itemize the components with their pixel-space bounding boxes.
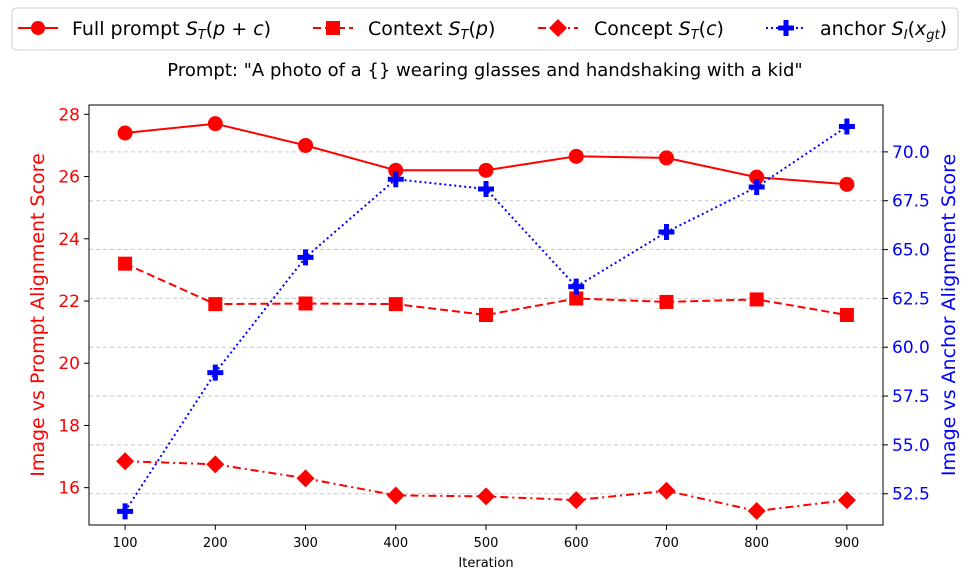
x-tick-label: 400 xyxy=(383,536,408,551)
y-right-tick-label: 60.0 xyxy=(892,338,930,358)
x-tick-label: 600 xyxy=(564,536,589,551)
data-point-context xyxy=(118,257,132,271)
data-point-context xyxy=(208,297,222,311)
svg-text:Concept ST(c): Concept ST(c) xyxy=(594,18,724,43)
grid xyxy=(89,152,883,494)
y-right-tick-label: 70.0 xyxy=(892,143,930,163)
y-left-tick-label: 20 xyxy=(58,354,80,374)
data-point-anchor xyxy=(117,503,133,519)
data-point-full-prompt xyxy=(659,150,674,165)
y-left-tick-label: 24 xyxy=(58,230,80,250)
data-point-full-prompt xyxy=(118,126,133,141)
data-point-context xyxy=(479,308,493,322)
y-axis-right: 52.5 55.0 57.5 60.0 62.5 65.0 67.5 70.0 xyxy=(883,143,930,505)
data-point-context xyxy=(840,308,854,322)
data-point-context xyxy=(389,297,403,311)
data-point-full-prompt xyxy=(569,149,584,164)
legend: Full prompt ST(p + c) Context ST(p) Conc… xyxy=(12,8,958,50)
data-point-concept xyxy=(477,487,495,505)
data-point-full-prompt xyxy=(479,163,494,178)
y-axis-left-label: Image vs Prompt Alignment Score xyxy=(27,153,49,477)
data-point-concept xyxy=(748,502,766,520)
data-point-anchor xyxy=(478,181,494,197)
series-line-context xyxy=(125,264,847,315)
data-point-concept xyxy=(387,486,405,504)
y-right-tick-label: 65.0 xyxy=(892,241,930,261)
y-left-tick-label: 22 xyxy=(58,292,80,312)
data-point-anchor xyxy=(839,118,855,134)
data-point-full-prompt xyxy=(208,116,223,131)
svg-text:Full prompt ST(p + c): Full prompt ST(p + c) xyxy=(72,18,271,43)
x-tick-label: 300 xyxy=(293,536,318,551)
legend-label-anchor: anchor xyxy=(820,18,886,40)
y-right-tick-label: 55.0 xyxy=(892,436,930,456)
chart-title: Prompt: "A photo of a {} wearing glasses… xyxy=(167,60,802,81)
data-point-concept xyxy=(206,455,224,473)
y-left-tick-label: 16 xyxy=(58,479,80,499)
x-tick-label: 700 xyxy=(654,536,679,551)
data-point-full-prompt xyxy=(839,177,854,192)
data-point-context xyxy=(299,296,313,310)
y-left-tick-label: 18 xyxy=(58,416,80,436)
y-right-tick-label: 57.5 xyxy=(892,387,930,407)
x-tick-label: 500 xyxy=(474,536,499,551)
legend-marker-square-icon xyxy=(326,21,340,35)
y-left-tick-label: 28 xyxy=(58,105,80,125)
x-tick-label: 900 xyxy=(834,536,859,551)
data-point-full-prompt xyxy=(298,138,313,153)
y-left-tick-label: 26 xyxy=(58,168,80,188)
x-tick-label: 200 xyxy=(203,536,228,551)
data-point-concept xyxy=(657,482,675,500)
series-layer xyxy=(116,116,856,520)
x-tick-label: 800 xyxy=(744,536,769,551)
x-axis-label: Iteration xyxy=(458,556,513,571)
y-axis-left: 16 18 20 22 24 26 28 xyxy=(58,105,89,498)
data-point-anchor xyxy=(298,249,314,265)
data-point-context xyxy=(750,292,764,306)
legend-label-context: Context xyxy=(368,18,442,40)
y-right-tick-label: 62.5 xyxy=(892,289,930,309)
data-point-context xyxy=(659,295,673,309)
data-point-concept xyxy=(297,469,315,487)
data-point-anchor xyxy=(658,224,674,240)
data-point-concept xyxy=(116,452,134,470)
legend-label-concept: Concept xyxy=(594,18,673,40)
y-axis-right-label: Image vs Anchor Alignment Score xyxy=(938,154,960,476)
x-tick-label: 100 xyxy=(113,536,138,551)
svg-text:Context ST(p): Context ST(p) xyxy=(368,18,495,43)
x-axis: 100 200 300 400 500 600 700 800 900 xyxy=(113,525,860,551)
data-point-anchor xyxy=(207,365,223,381)
legend-label-full-prompt: Full prompt xyxy=(72,18,180,40)
y-right-tick-label: 67.5 xyxy=(892,192,930,212)
legend-marker-circle-icon xyxy=(31,21,45,35)
y-right-tick-label: 52.5 xyxy=(892,485,930,505)
